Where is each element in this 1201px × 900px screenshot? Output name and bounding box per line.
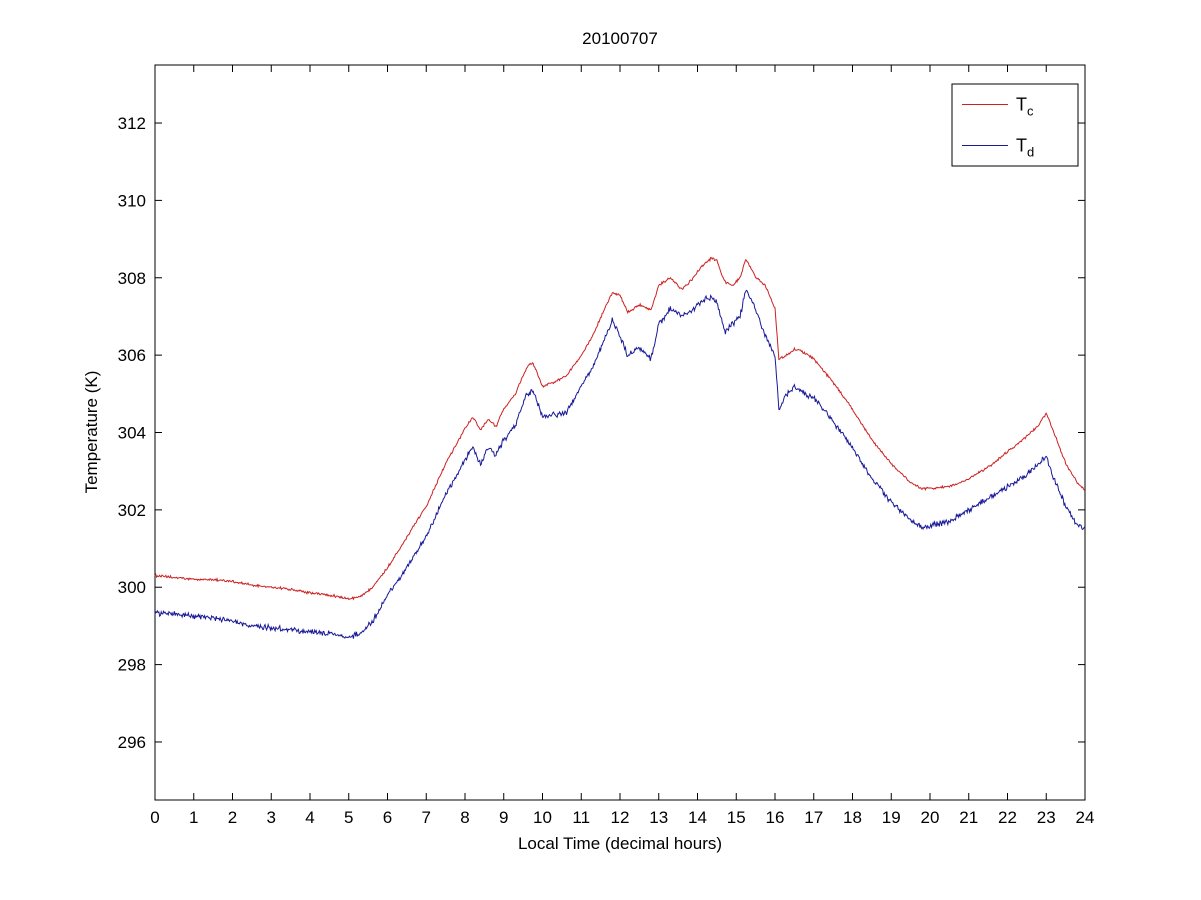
series-line-T_d [154, 289, 1086, 639]
x-tick-label: 0 [150, 808, 159, 827]
legend-label-T_c: Tc [1016, 95, 1034, 119]
x-tick-label: 12 [611, 808, 630, 827]
x-tick-label: 21 [959, 808, 978, 827]
x-tick-label: 24 [1076, 808, 1095, 827]
y-tick-label: 298 [118, 656, 146, 675]
y-tick-label: 310 [118, 191, 146, 210]
y-axis-ticks: 296 298 300 302 304 306 308 310 312 [118, 114, 1085, 752]
plot-border [154, 64, 1086, 801]
x-tick-label: 10 [533, 808, 552, 827]
x-tick-label: 14 [688, 808, 707, 827]
x-tick-label: 8 [460, 808, 469, 827]
x-tick-label: 11 [572, 808, 590, 827]
x-tick-label: 5 [344, 808, 353, 827]
x-axis-ticks: 0 1 2 3 4 5 6 7 8 9 10 11 12 13 14 15 16 17 18 19 20 21 22 23 24 [150, 65, 1094, 827]
x-tick-label: 13 [649, 808, 668, 827]
y-tick-label: 304 [118, 424, 146, 443]
y-tick-label: 296 [118, 733, 146, 752]
x-tick-label: 1 [189, 808, 198, 827]
y-tick-label: 300 [118, 578, 146, 597]
y-tick-label: 308 [118, 269, 146, 288]
x-tick-label: 18 [843, 808, 862, 827]
x-tick-label: 23 [1037, 808, 1056, 827]
y-axis-label: Temperature (K) [82, 371, 101, 494]
x-tick-label: 2 [228, 808, 237, 827]
y-tick-label: 306 [118, 346, 146, 365]
series-lines [154, 256, 1086, 639]
x-tick-label: 20 [921, 808, 940, 827]
x-tick-label: 4 [305, 808, 314, 827]
series-line-T_c [154, 256, 1086, 601]
x-tick-label: 6 [383, 808, 392, 827]
x-tick-label: 22 [998, 808, 1017, 827]
y-tick-label: 312 [118, 114, 146, 133]
x-tick-label: 7 [422, 808, 431, 827]
y-tick-label: 302 [118, 501, 146, 520]
x-tick-label: 3 [267, 808, 276, 827]
x-tick-label: 9 [499, 808, 508, 827]
x-tick-label: 16 [766, 808, 785, 827]
x-axis-label: Local Time (decimal hours) [518, 834, 722, 853]
legend-label-T_d: Td [1016, 136, 1034, 160]
x-tick-label: 17 [804, 808, 823, 827]
legend: Tc Td [951, 83, 1079, 167]
chart-title: 20100707 [582, 29, 658, 48]
x-tick-label: 19 [882, 808, 901, 827]
x-tick-label: 15 [727, 808, 746, 827]
